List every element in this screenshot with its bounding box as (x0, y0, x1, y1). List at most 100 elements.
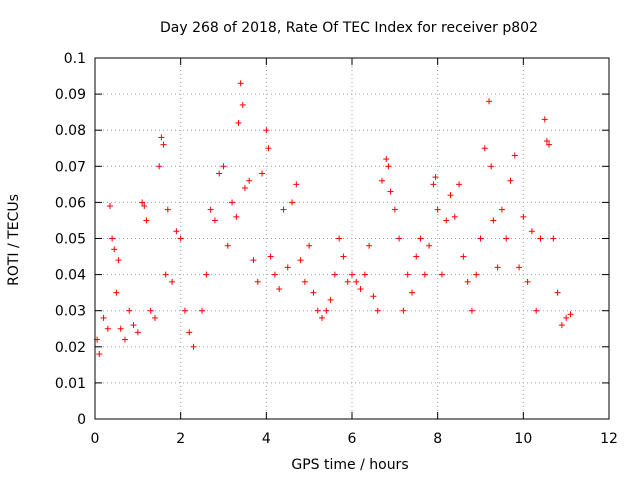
data-point (235, 119, 242, 126)
data-point (473, 271, 480, 278)
y-tick-label: 0.09 (55, 87, 86, 103)
data-point (426, 242, 433, 249)
y-tick-label: 0.08 (55, 123, 86, 139)
y-tick-label: 0 (77, 412, 86, 428)
data-point (443, 217, 450, 224)
data-point (229, 199, 236, 206)
data-point (447, 192, 454, 199)
data-point (115, 257, 122, 264)
data-point (520, 213, 527, 220)
data-point (430, 181, 437, 188)
data-point (563, 314, 570, 321)
data-point (314, 307, 321, 314)
data-point (477, 235, 484, 242)
data-point (160, 141, 167, 148)
data-point (385, 163, 392, 170)
data-point (186, 329, 193, 336)
data-point (265, 145, 272, 152)
data-point (216, 170, 223, 177)
data-point (460, 253, 467, 260)
data-point (490, 217, 497, 224)
data-point (349, 271, 355, 278)
data-point (141, 203, 148, 210)
data-point (301, 278, 308, 285)
data-point (507, 177, 514, 184)
data-point (310, 289, 317, 296)
data-point (173, 228, 180, 235)
data-point (434, 206, 441, 213)
data-point (336, 235, 343, 242)
y-axis-label: ROTI / TECUs (6, 194, 22, 286)
data-point (541, 116, 548, 123)
x-tick-label: 10 (514, 431, 532, 447)
data-point (567, 311, 574, 318)
data-point (100, 314, 107, 321)
data-point (361, 271, 368, 278)
data-point (289, 199, 296, 206)
data-point (546, 141, 553, 148)
chart-title: Day 268 of 2018, Rate Of TEC Index for r… (160, 20, 538, 36)
data-point (239, 101, 246, 108)
data-point (511, 152, 518, 159)
data-point (190, 343, 197, 350)
data-points (94, 80, 574, 358)
x-tick-label: 8 (433, 431, 442, 447)
data-point (468, 307, 475, 314)
x-tick-label: 2 (176, 431, 185, 447)
data-point (464, 278, 471, 285)
data-point (374, 307, 381, 314)
data-point (537, 235, 544, 242)
data-point (254, 278, 261, 285)
data-point (503, 235, 510, 242)
data-point (516, 264, 523, 271)
data-point (344, 278, 351, 285)
data-point (528, 228, 535, 235)
data-point (550, 235, 557, 242)
data-point (554, 289, 561, 296)
data-point (391, 206, 398, 213)
data-point (488, 163, 495, 170)
data-point (156, 163, 163, 170)
data-point (111, 246, 118, 253)
data-point (211, 217, 218, 224)
data-point (432, 174, 439, 181)
data-point (370, 293, 377, 300)
data-point (280, 206, 287, 213)
data-point (263, 127, 270, 134)
data-point (158, 134, 165, 141)
data-point (387, 188, 394, 195)
x-tick-label: 4 (262, 431, 271, 447)
data-point (357, 286, 364, 293)
data-point (109, 235, 116, 242)
data-point (113, 289, 120, 296)
data-point (96, 351, 103, 358)
data-point (353, 278, 360, 285)
data-point (481, 145, 488, 152)
y-tick-label: 0.07 (55, 159, 86, 175)
data-point (134, 329, 141, 336)
y-tick-label: 0.03 (55, 304, 86, 320)
axis-ticks: 0 0.01 0.02 0.03 0.04 0.05 0.06 0.07 0.08 0.09 0.1… (55, 51, 618, 447)
data-point (237, 80, 244, 87)
data-point (456, 181, 463, 188)
data-point (284, 264, 291, 271)
data-point (246, 177, 253, 184)
data-point (293, 181, 300, 188)
x-tick-label: 12 (600, 431, 618, 447)
data-point (271, 271, 278, 278)
data-point (417, 235, 424, 242)
data-point (421, 271, 428, 278)
data-point (259, 170, 266, 177)
data-point (486, 98, 493, 105)
x-axis-label: GPS time / hours (291, 457, 408, 473)
data-point (164, 206, 171, 213)
x-tick-label: 0 (91, 431, 100, 447)
data-point (104, 325, 111, 332)
data-point (438, 271, 445, 278)
data-point (177, 235, 184, 242)
data-point (203, 271, 210, 278)
y-tick-label: 0.1 (64, 51, 86, 67)
data-point (224, 242, 231, 249)
data-point (117, 325, 124, 332)
data-point (267, 253, 274, 260)
